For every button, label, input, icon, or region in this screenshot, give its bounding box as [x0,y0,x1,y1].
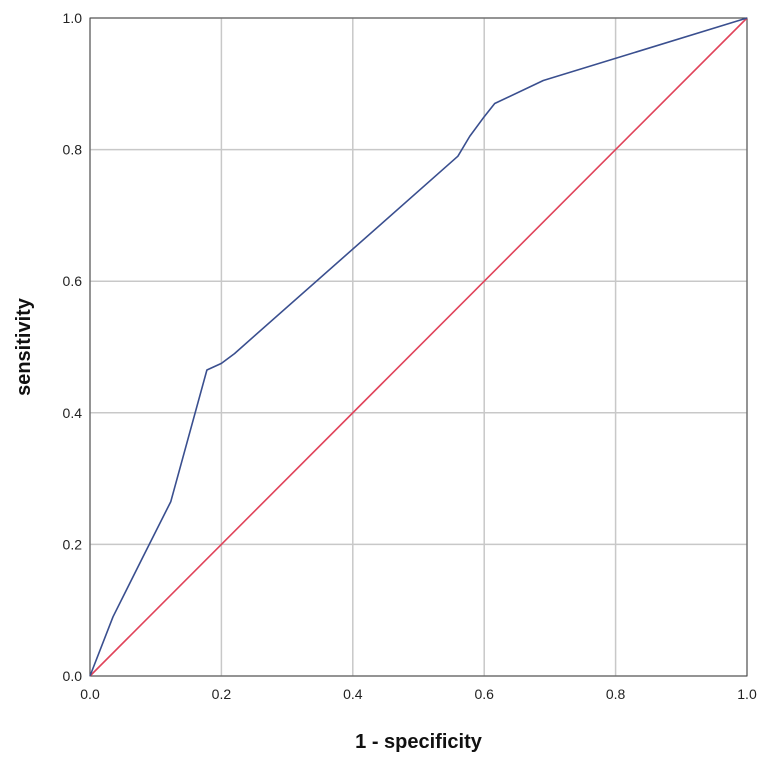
y-tick-label: 0.8 [63,142,83,158]
x-tick-label: 0.0 [80,686,100,702]
roc-curve-line [89,17,748,677]
y-tick-label: 0.2 [63,536,83,552]
series-layer [89,17,748,677]
y-axis-title: sensitivity [13,297,35,396]
y-axis-ticks: 0.0 0.2 0.4 0.6 0.8 1.0 [63,10,83,684]
plot-frame [89,17,748,677]
x-tick-label: 0.4 [343,686,363,702]
y-tick-label: 1.0 [63,10,83,26]
x-axis-ticks: 0.0 0.2 0.4 0.6 0.8 1.0 [80,686,757,702]
x-tick-label: 0.2 [212,686,232,702]
x-tick-label: 1.0 [737,686,757,702]
reference-diagonal-line [89,17,748,677]
x-tick-label: 0.8 [606,686,626,702]
y-tick-label: 0.0 [63,668,83,684]
x-axis-title: 1 - specificity [355,731,483,753]
y-tick-label: 0.6 [63,273,83,289]
x-tick-label: 0.6 [474,686,494,702]
y-tick-label: 0.4 [63,405,83,421]
